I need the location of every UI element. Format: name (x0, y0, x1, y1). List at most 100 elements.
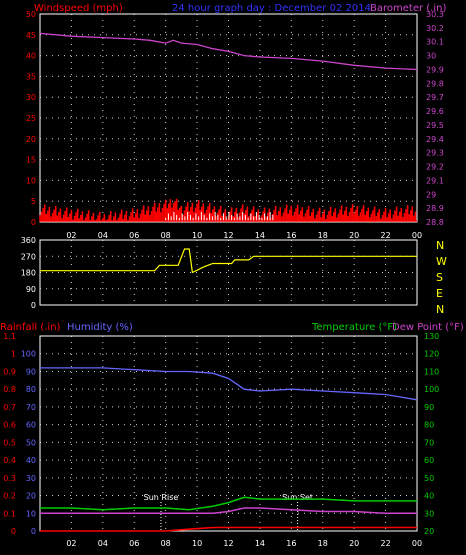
bottom-panel: Rainfall (.in) Humidity (%) Temperature … (0, 322, 464, 548)
x-tick-label: 00 (412, 231, 422, 240)
barometer-tick-label: 29.1 (426, 176, 444, 185)
rainfall-ticks: 0 0.1 0.2 0.3 0.4 0.5 0.6 0.7 0.8 0.9 1 1.1 (3, 332, 16, 536)
direction-tick-label: 360 (21, 236, 36, 245)
bottom-grid (40, 336, 417, 531)
barometer-tick-label: 29.2 (426, 163, 444, 172)
dewpoint-line (40, 507, 417, 515)
windspeed-axis-label: Windspeed (mph) (34, 3, 123, 14)
windspeed-tick-label: 35 (26, 72, 36, 81)
direction-panel: 0 90 180 270 360 N W S E N (21, 236, 447, 316)
barometer-tick-label: 29.8 (426, 79, 444, 88)
x-tick-label: 02 (66, 231, 76, 240)
top-time-ticks: 02 04 06 08 10 12 14 16 18 20 22 00 (66, 231, 422, 240)
top-plot-frame (39, 13, 418, 223)
compass-s: S (436, 271, 443, 284)
x-tick-label: 12 (223, 231, 233, 240)
barometer-tick-label: 30 (426, 52, 436, 61)
humidity-tick-label: 30 (26, 474, 36, 483)
bottom-plot-frame (39, 335, 418, 532)
windspeed-tick-label: 30 (26, 93, 36, 102)
humidity-tick-label: 50 (26, 438, 36, 447)
barometer-tick-label: 30.3 (426, 10, 444, 19)
direction-tick-label: 180 (21, 269, 36, 278)
temperature-line (40, 496, 417, 511)
rainfall-tick-label: 0.6 (3, 421, 16, 430)
direction-plot-frame (39, 239, 418, 306)
x-tick-label: 14 (255, 539, 265, 548)
x-tick-label: 04 (98, 231, 108, 240)
direction-ticks: 0 90 180 270 360 (21, 236, 36, 310)
windspeed-tick-label: 0 (31, 218, 36, 227)
x-tick-label: 14 (255, 231, 265, 240)
rainfall-tick-label: 0.2 (3, 492, 16, 501)
x-tick-label: 06 (129, 539, 139, 548)
x-tick-label: 16 (286, 539, 296, 548)
windspeed-ticks: 0 5 10 15 20 25 30 35 40 45 50 (26, 10, 36, 227)
sunset-label: Sun Set (282, 493, 313, 502)
temperature-tick-label: 30 (424, 509, 434, 518)
dewpoint-axis-label: Dew Point (°F) (392, 322, 464, 333)
rainfall-axis-label: Rainfall (.in) (0, 322, 61, 333)
x-tick-label: 10 (192, 231, 202, 240)
humidity-ticks: 0 10 20 30 40 50 60 70 80 90 100 (21, 350, 36, 536)
x-tick-label: 20 (349, 539, 359, 548)
direction-tick-label: 270 (21, 252, 36, 261)
humidity-tick-label: 20 (26, 492, 36, 501)
x-tick-label: 08 (161, 231, 171, 240)
rainfall-tick-label: 0 (11, 527, 16, 536)
x-tick-label: 20 (349, 231, 359, 240)
barometer-tick-label: 29.7 (426, 93, 444, 102)
rainfall-line (40, 526, 417, 532)
temperature-tick-label: 60 (424, 456, 434, 465)
windspeed-tick-label: 50 (26, 10, 36, 19)
humidity-tick-label: 40 (26, 456, 36, 465)
compass-w: W (436, 255, 447, 268)
x-tick-label: 18 (318, 231, 328, 240)
barometer-ticks: 28.8 28.9 29 29.1 29.2 29.3 29.4 29.5 29.6 29.7 29… (426, 10, 444, 227)
x-tick-label: 06 (129, 231, 139, 240)
temperature-tick-label: 20 (424, 527, 434, 536)
humidity-line (40, 367, 418, 401)
humidity-tick-label: 100 (21, 350, 36, 359)
sunrise-label: Sun Rise (144, 493, 179, 502)
x-tick-label: 22 (380, 231, 390, 240)
barometer-tick-label: 29.4 (426, 135, 444, 144)
rainfall-tick-label: 1.1 (3, 332, 16, 341)
x-tick-label: 00 (412, 539, 422, 548)
windspeed-tick-label: 15 (26, 156, 36, 165)
compass-n-bottom: N (436, 303, 444, 316)
windspeed-tick-label: 5 (31, 197, 36, 206)
direction-tick-label: 90 (26, 285, 36, 294)
barometer-line (39, 32, 418, 71)
rainfall-tick-label: 0.9 (3, 367, 16, 376)
windspeed-tick-label: 25 (26, 114, 36, 123)
graph-title: 24 hour graph day : December 02 2014 (172, 3, 371, 14)
x-tick-label: 12 (223, 539, 233, 548)
temperature-tick-label: 120 (424, 350, 439, 359)
humidity-tick-label: 0 (31, 527, 36, 536)
rainfall-tick-label: 0.7 (3, 403, 16, 412)
x-tick-label: 18 (318, 539, 328, 548)
x-tick-label: 22 (380, 539, 390, 548)
temperature-tick-label: 110 (424, 367, 439, 376)
x-tick-label: 02 (66, 539, 76, 548)
barometer-tick-label: 29.3 (426, 149, 444, 158)
temperature-tick-label: 70 (424, 438, 434, 447)
temperature-tick-label: 50 (424, 474, 434, 483)
top-grid (40, 14, 417, 222)
rainfall-tick-label: 0.8 (3, 385, 16, 394)
temperature-tick-label: 80 (424, 421, 434, 430)
sun-markers: Sun Rise Sun Set (144, 493, 313, 531)
compass-e: E (436, 287, 443, 300)
wind-direction-line (40, 248, 417, 274)
barometer-tick-label: 29 (426, 190, 436, 199)
x-tick-label: 04 (98, 539, 108, 548)
temperature-axis-label: Temperature (°F) (311, 322, 397, 333)
windspeed-series (39, 198, 417, 222)
humidity-tick-label: 10 (26, 509, 36, 518)
temperature-tick-label: 130 (424, 332, 439, 341)
rainfall-tick-label: 0.3 (3, 474, 16, 483)
temperature-ticks: 20 30 40 50 60 70 80 90 100 110 120 130 (424, 332, 439, 536)
humidity-tick-label: 80 (26, 385, 36, 394)
x-tick-label: 16 (286, 231, 296, 240)
